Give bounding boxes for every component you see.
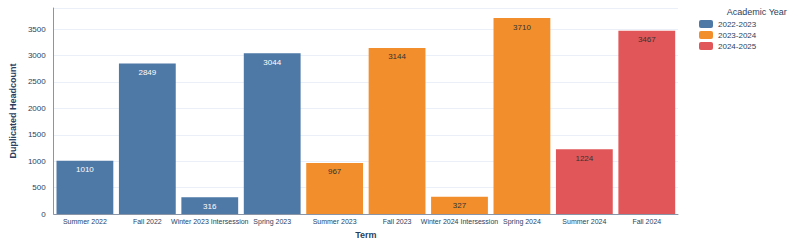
svg-text:967: 967 [328,167,342,176]
svg-text:Spring 2023: Spring 2023 [253,218,291,226]
svg-text:2000: 2000 [28,104,46,113]
svg-text:1000: 1000 [28,157,46,166]
svg-text:2024-2025: 2024-2025 [718,42,757,51]
svg-text:Fall 2023: Fall 2023 [383,218,412,225]
svg-text:Winter 2023 Intersession: Winter 2023 Intersession [171,218,249,225]
svg-text:1010: 1010 [76,165,94,174]
svg-text:Summer 2023: Summer 2023 [313,218,357,225]
svg-text:Fall 2024: Fall 2024 [632,218,661,225]
svg-text:3500: 3500 [28,25,46,34]
svg-text:3710: 3710 [513,23,531,32]
svg-text:Summer 2024: Summer 2024 [562,218,606,225]
svg-text:3044: 3044 [263,58,281,67]
svg-text:Academic Year: Academic Year [727,7,787,17]
svg-text:0: 0 [41,210,46,219]
svg-text:2023-2024: 2023-2024 [718,31,757,40]
svg-text:Term: Term [355,230,376,240]
svg-text:1224: 1224 [575,154,593,163]
svg-text:3144: 3144 [388,52,406,61]
svg-text:316: 316 [203,202,217,211]
svg-text:Fall 2022: Fall 2022 [133,218,162,225]
svg-text:3467: 3467 [638,35,656,44]
svg-text:2022-2023: 2022-2023 [718,20,757,29]
svg-text:Summer 2022: Summer 2022 [63,218,107,225]
svg-text:3000: 3000 [28,51,46,60]
svg-text:500: 500 [32,183,46,192]
svg-text:Spring 2024: Spring 2024 [503,218,541,226]
svg-text:2500: 2500 [28,77,46,86]
svg-text:1500: 1500 [28,130,46,139]
svg-text:Winter 2024 Intersession: Winter 2024 Intersession [421,218,499,225]
svg-text:327: 327 [453,201,467,210]
svg-text:2849: 2849 [138,68,156,77]
svg-text:Duplicated Headcount: Duplicated Headcount [8,63,18,158]
